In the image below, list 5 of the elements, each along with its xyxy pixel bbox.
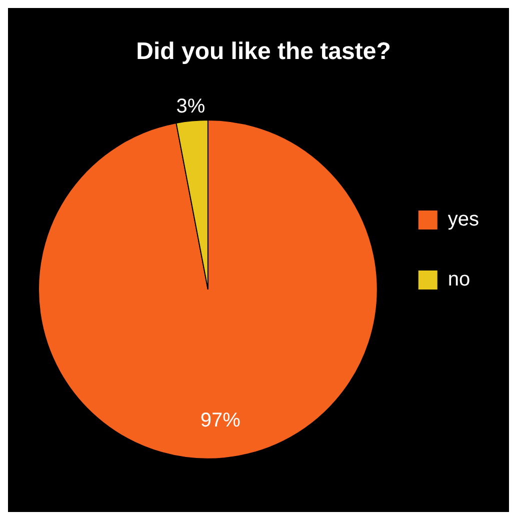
legend-label: no [448,268,470,291]
chart-title: Did you like the taste? [136,38,391,66]
data-label: 3% [176,95,206,118]
data-label: 97% [200,409,241,432]
legend-label: yes [448,208,479,231]
